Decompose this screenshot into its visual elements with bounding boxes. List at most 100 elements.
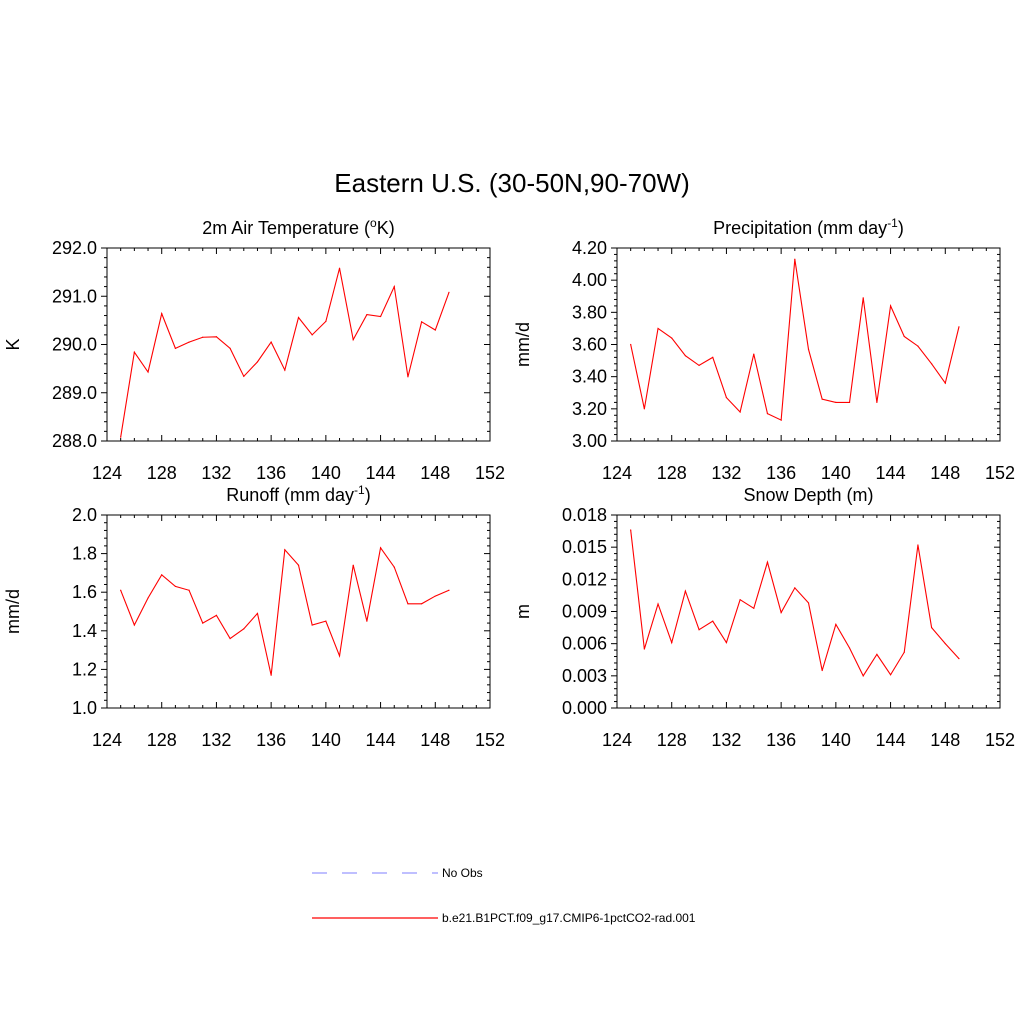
data-point	[366, 313, 368, 316]
data-point	[174, 585, 176, 588]
legend-label-model: b.e21.B1PCT.f09_g17.CMIP6-1pctCO2-rad.00…	[442, 911, 696, 925]
data-point	[215, 336, 218, 338]
x-tick-label: 148	[930, 730, 960, 750]
data-point	[876, 653, 878, 655]
data-point	[174, 347, 176, 349]
data-point	[848, 401, 851, 403]
x-tick-label: 124	[92, 730, 122, 750]
data-point	[297, 316, 300, 319]
data-point	[917, 345, 919, 347]
data-point	[448, 291, 450, 293]
data-point	[944, 382, 946, 384]
data-point	[120, 589, 122, 591]
x-tick-label: 132	[201, 730, 231, 750]
data-point	[229, 347, 231, 349]
x-tick-label: 152	[475, 463, 505, 483]
x-tick-label: 148	[420, 463, 450, 483]
data-point	[243, 628, 245, 630]
data-point	[366, 620, 368, 622]
data-point	[643, 648, 645, 650]
data-point	[931, 626, 933, 629]
figure-title: Eastern U.S. (30-50N,90-70W)	[334, 168, 689, 198]
data-point	[712, 356, 714, 358]
data-point	[889, 305, 892, 307]
data-point	[766, 561, 769, 563]
data-point	[643, 408, 645, 410]
data-point	[657, 327, 659, 330]
x-tick-label: 144	[366, 730, 396, 750]
data-point	[434, 595, 436, 597]
data-point	[352, 564, 354, 566]
y-tick-label: 1.0	[72, 698, 97, 718]
y-tick-label: 1.2	[72, 659, 97, 679]
data-point	[393, 566, 395, 568]
data-point	[215, 614, 218, 616]
y-tick-label: 0.012	[562, 569, 607, 589]
series-line	[120, 268, 450, 438]
data-point	[753, 353, 755, 355]
data-point	[835, 623, 837, 625]
data-point	[270, 341, 272, 343]
data-point	[684, 355, 686, 357]
data-point	[766, 413, 769, 415]
data-point	[120, 436, 122, 438]
panel-title: Runoff (mm day-1)	[226, 483, 370, 505]
y-tick-label: 3.80	[572, 302, 607, 322]
x-tick-label: 128	[657, 730, 687, 750]
data-point	[434, 329, 436, 331]
data-point	[229, 637, 231, 640]
data-point	[903, 335, 905, 338]
y-tick-label: 0.009	[562, 602, 607, 622]
data-point	[848, 647, 851, 649]
data-point	[657, 603, 659, 605]
y-tick-label: 288.0	[52, 431, 97, 451]
plot-frame	[106, 514, 491, 709]
y-tick-label: 3.00	[572, 431, 607, 451]
data-point	[889, 674, 892, 676]
data-point	[270, 674, 272, 676]
data-point	[188, 341, 190, 343]
x-tick-label: 136	[766, 463, 796, 483]
y-axis-label: K	[3, 338, 23, 350]
data-point	[725, 641, 728, 644]
x-tick-label: 136	[256, 730, 286, 750]
x-tick-label: 132	[201, 463, 231, 483]
data-point	[202, 622, 204, 624]
data-point	[698, 629, 700, 631]
plot-frame	[616, 514, 1001, 709]
x-tick-label: 124	[602, 463, 632, 483]
chart-panel: 124 128 132 136 140 144 148 152 288.0 289.0 290.0 2…	[3, 216, 505, 483]
data-point	[794, 258, 796, 260]
data-point	[780, 419, 782, 421]
x-tick-label: 140	[311, 730, 341, 750]
chart-panel: 124 128 132 136 140 144 148 152 0.000 0.003 0.006 0…	[513, 485, 1015, 750]
x-tick-label: 128	[147, 730, 177, 750]
y-tick-label: 291.0	[52, 286, 97, 306]
x-tick-label: 128	[147, 463, 177, 483]
data-point	[161, 313, 163, 315]
legend: No Obs b.e21.B1PCT.f09_g17.CMIP6-1pctCO2…	[312, 866, 696, 925]
data-point	[931, 363, 933, 365]
data-point	[671, 337, 673, 339]
data-point	[147, 597, 149, 599]
y-tick-label: 1.8	[72, 544, 97, 564]
data-point	[421, 603, 423, 605]
data-point	[133, 624, 135, 626]
x-tick-label: 132	[711, 730, 741, 750]
x-tick-label: 152	[475, 730, 505, 750]
data-point	[835, 401, 837, 403]
data-point	[739, 411, 741, 413]
y-tick-label: 3.20	[572, 399, 607, 419]
data-point	[311, 334, 313, 336]
y-tick-label: 290.0	[52, 335, 97, 355]
data-point	[325, 320, 327, 322]
data-point	[807, 602, 810, 604]
data-point	[379, 547, 382, 549]
x-tick-label: 148	[420, 730, 450, 750]
data-point	[630, 343, 632, 346]
data-point	[821, 669, 823, 672]
data-point	[338, 267, 341, 269]
data-point	[421, 321, 423, 323]
data-point	[352, 339, 354, 341]
data-point	[862, 297, 864, 299]
